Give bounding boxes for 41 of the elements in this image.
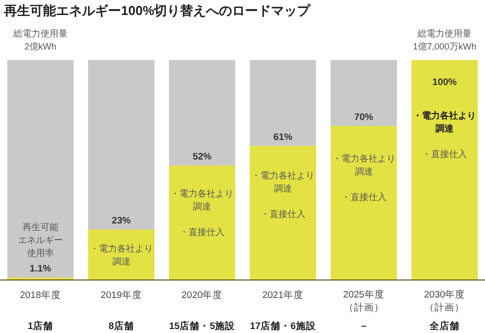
x-tick-label: 2019年度: [100, 288, 142, 300]
bar: [7, 60, 74, 278]
annotation: ・電力各社より調達: [413, 110, 476, 134]
annotation: 再生可能エネルギー使用率: [18, 222, 63, 258]
text: 総電力使用量1億7,000万kWh: [412, 28, 476, 52]
text: 全店舗: [428, 320, 460, 332]
annotation: ・直接仕入: [341, 192, 386, 202]
annotation: ・直接仕入: [260, 209, 306, 219]
annotation: ・直接仕入: [422, 149, 468, 159]
data-label: 61%: [273, 131, 293, 142]
x-tick-label: 2030年度（計画）: [424, 288, 466, 313]
data-label: 70%: [354, 112, 374, 122]
x-tick-label: 2020年度: [182, 288, 223, 300]
text: 1店舗: [28, 320, 54, 332]
x-tick-label: 2021年度: [262, 288, 304, 300]
data-label: 23%: [112, 214, 132, 226]
x-tick-label: 2025年度（計画）: [343, 288, 384, 313]
bar: [168, 60, 236, 166]
chart-title: 再生可能エネルギー100%切り替えへのロードマップ: [3, 2, 312, 18]
x-tick-label: 2018年度: [20, 288, 61, 300]
data-label: 1.1%: [30, 263, 52, 274]
bar: [250, 60, 316, 146]
bar: [168, 166, 236, 280]
bar: [88, 229, 154, 280]
annotation: ・電力各社より調達: [90, 244, 153, 266]
annotation: ・電力各社より調達: [332, 154, 396, 176]
text: －: [358, 320, 369, 332]
annotation: ・電力各社より調達: [251, 170, 314, 194]
data-label: 52%: [192, 151, 212, 162]
bar: [250, 146, 316, 280]
annotation: ・電力各社より調達: [170, 188, 234, 212]
bar: [411, 60, 478, 280]
data-label: 100%: [432, 76, 458, 88]
annotation: ・直接仕入: [180, 227, 225, 237]
text: 17店舗・6施設: [250, 320, 317, 332]
text: 15店舗・5施設: [169, 320, 236, 332]
text: 総電力使用量2億kWh: [12, 28, 68, 52]
bar: [88, 60, 154, 230]
text: 8店舗: [108, 320, 134, 332]
bar: [330, 60, 397, 126]
bar: [330, 126, 397, 280]
